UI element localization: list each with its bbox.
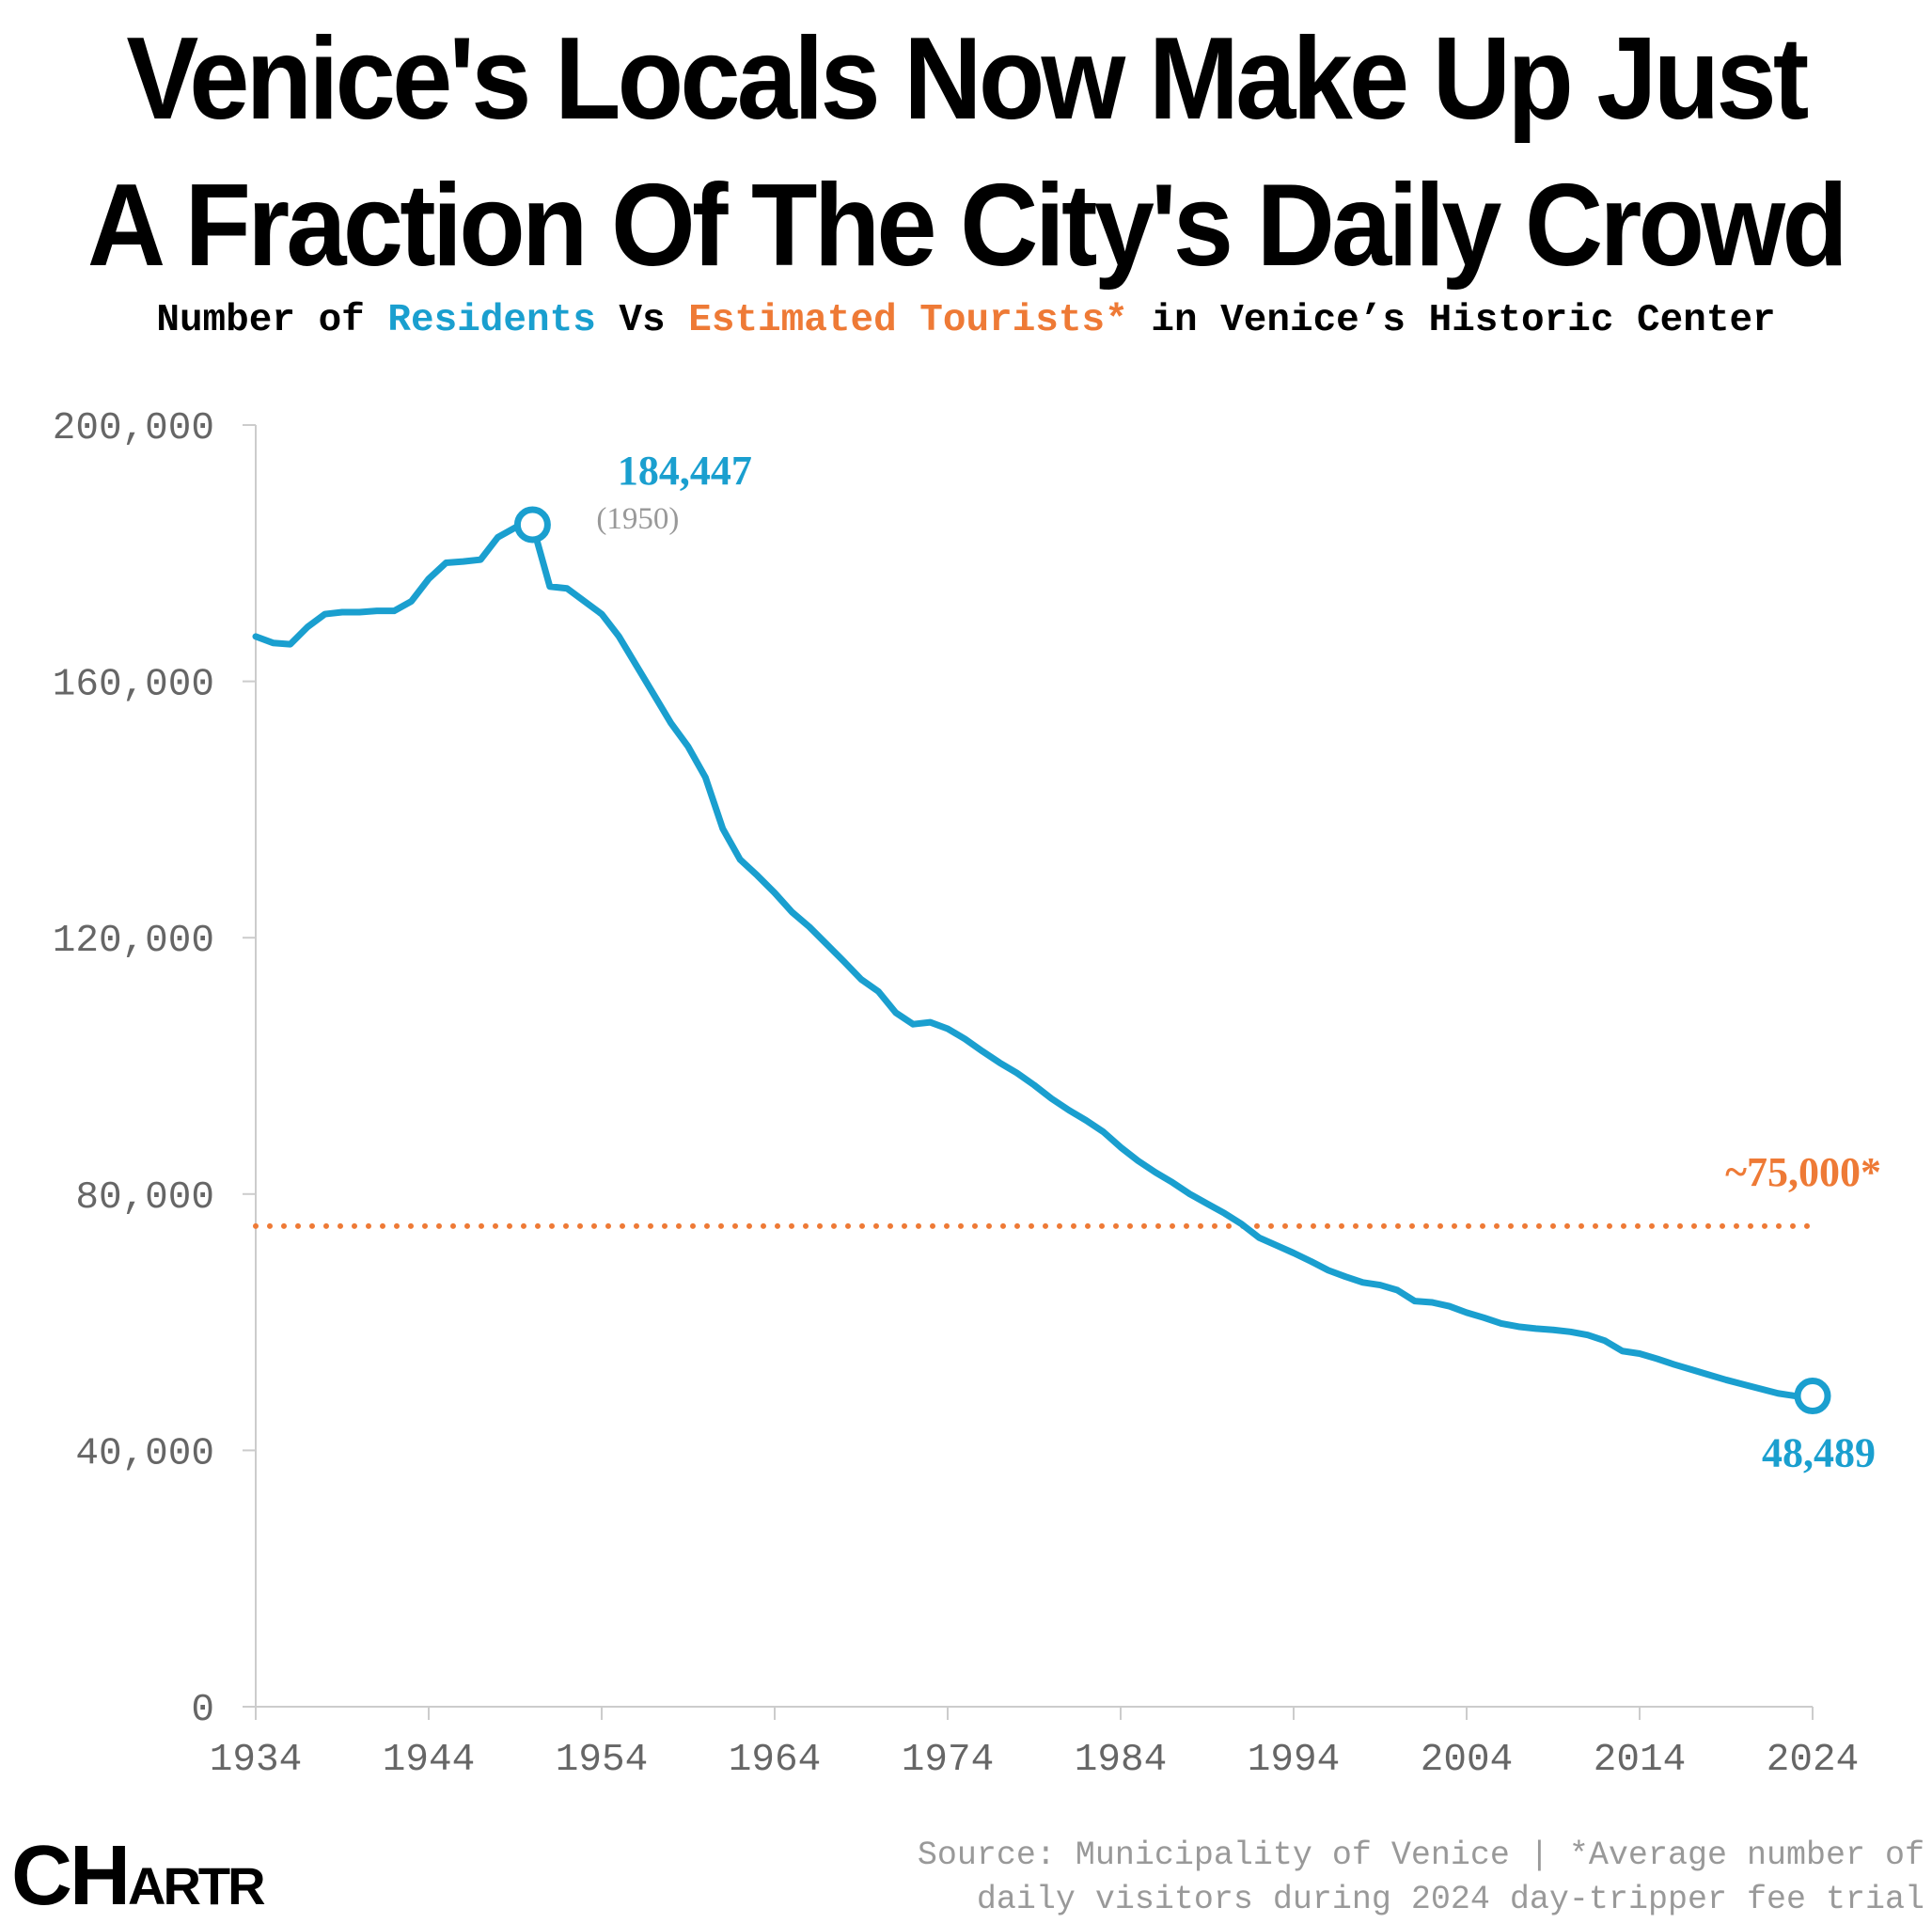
y-tick-label: 160,000 bbox=[53, 664, 214, 707]
logo-letter-c: C bbox=[11, 1829, 72, 1923]
source-note: Source: Municipality of Venice | *Averag… bbox=[918, 1834, 1924, 1922]
x-tick-label: 1964 bbox=[729, 1739, 821, 1782]
x-tick-label: 2024 bbox=[1767, 1739, 1859, 1782]
peak-year-label: (1950) bbox=[596, 502, 679, 536]
x-tick-label: 2004 bbox=[1421, 1739, 1513, 1782]
peak-point-marker bbox=[513, 506, 551, 544]
y-tick-label: 40,000 bbox=[75, 1432, 214, 1475]
x-tick-label: 2014 bbox=[1594, 1739, 1686, 1782]
y-axis: 0 40,000 80,000 120,000 160,000 200,000 bbox=[53, 407, 256, 1732]
y-tick-label: 200,000 bbox=[53, 407, 214, 450]
y-tick-label: 80,000 bbox=[75, 1176, 214, 1220]
logo-letter-h: H bbox=[70, 1829, 131, 1923]
subtitle-tourists: Estimated Tourists* bbox=[688, 299, 1128, 342]
x-tick-label: 1984 bbox=[1075, 1739, 1167, 1782]
x-tick-label: 1944 bbox=[383, 1739, 475, 1782]
tourist-value-label: ~75,000* bbox=[1725, 1149, 1881, 1195]
chart-subtitle: Number of Residents Vs Estimated Tourist… bbox=[0, 299, 1932, 342]
x-tick-label: 1974 bbox=[902, 1739, 994, 1782]
x-tick-label: 1994 bbox=[1248, 1739, 1340, 1782]
source-line-2: daily visitors during 2024 day-tripper f… bbox=[976, 1881, 1924, 1918]
x-tick-label: 1954 bbox=[556, 1739, 648, 1782]
subtitle-text-2: Vs bbox=[595, 299, 689, 342]
x-axis: 1934 1944 1954 1964 1974 1984 1994 2004 2014 2024 bbox=[210, 1707, 1859, 1782]
y-tick-label: 120,000 bbox=[53, 920, 214, 963]
subtitle-residents: Residents bbox=[387, 299, 596, 342]
subtitle-text-1: Number of bbox=[156, 299, 388, 342]
chartr-logo: CHARTR bbox=[11, 1834, 266, 1918]
x-tick-label: 1934 bbox=[210, 1739, 302, 1782]
y-tick-label: 0 bbox=[191, 1689, 214, 1732]
subtitle-text-3: in Venice’s Historic Center bbox=[1127, 299, 1776, 342]
logo-letters-artr: ARTR bbox=[128, 1856, 266, 1915]
source-line-1: Source: Municipality of Venice | *Averag… bbox=[917, 1836, 1924, 1874]
end-value-label: 48,489 bbox=[1762, 1430, 1876, 1476]
chart-title-line-2: A Fraction Of The City's Daily Crowd bbox=[86, 161, 1848, 291]
residents-series-line bbox=[252, 521, 1816, 1400]
peak-value-label: 184,447 bbox=[618, 448, 752, 494]
end-point-marker bbox=[1794, 1378, 1831, 1415]
chart-title-line-1: Venice's Locals Now Make Up Just bbox=[126, 14, 1809, 144]
